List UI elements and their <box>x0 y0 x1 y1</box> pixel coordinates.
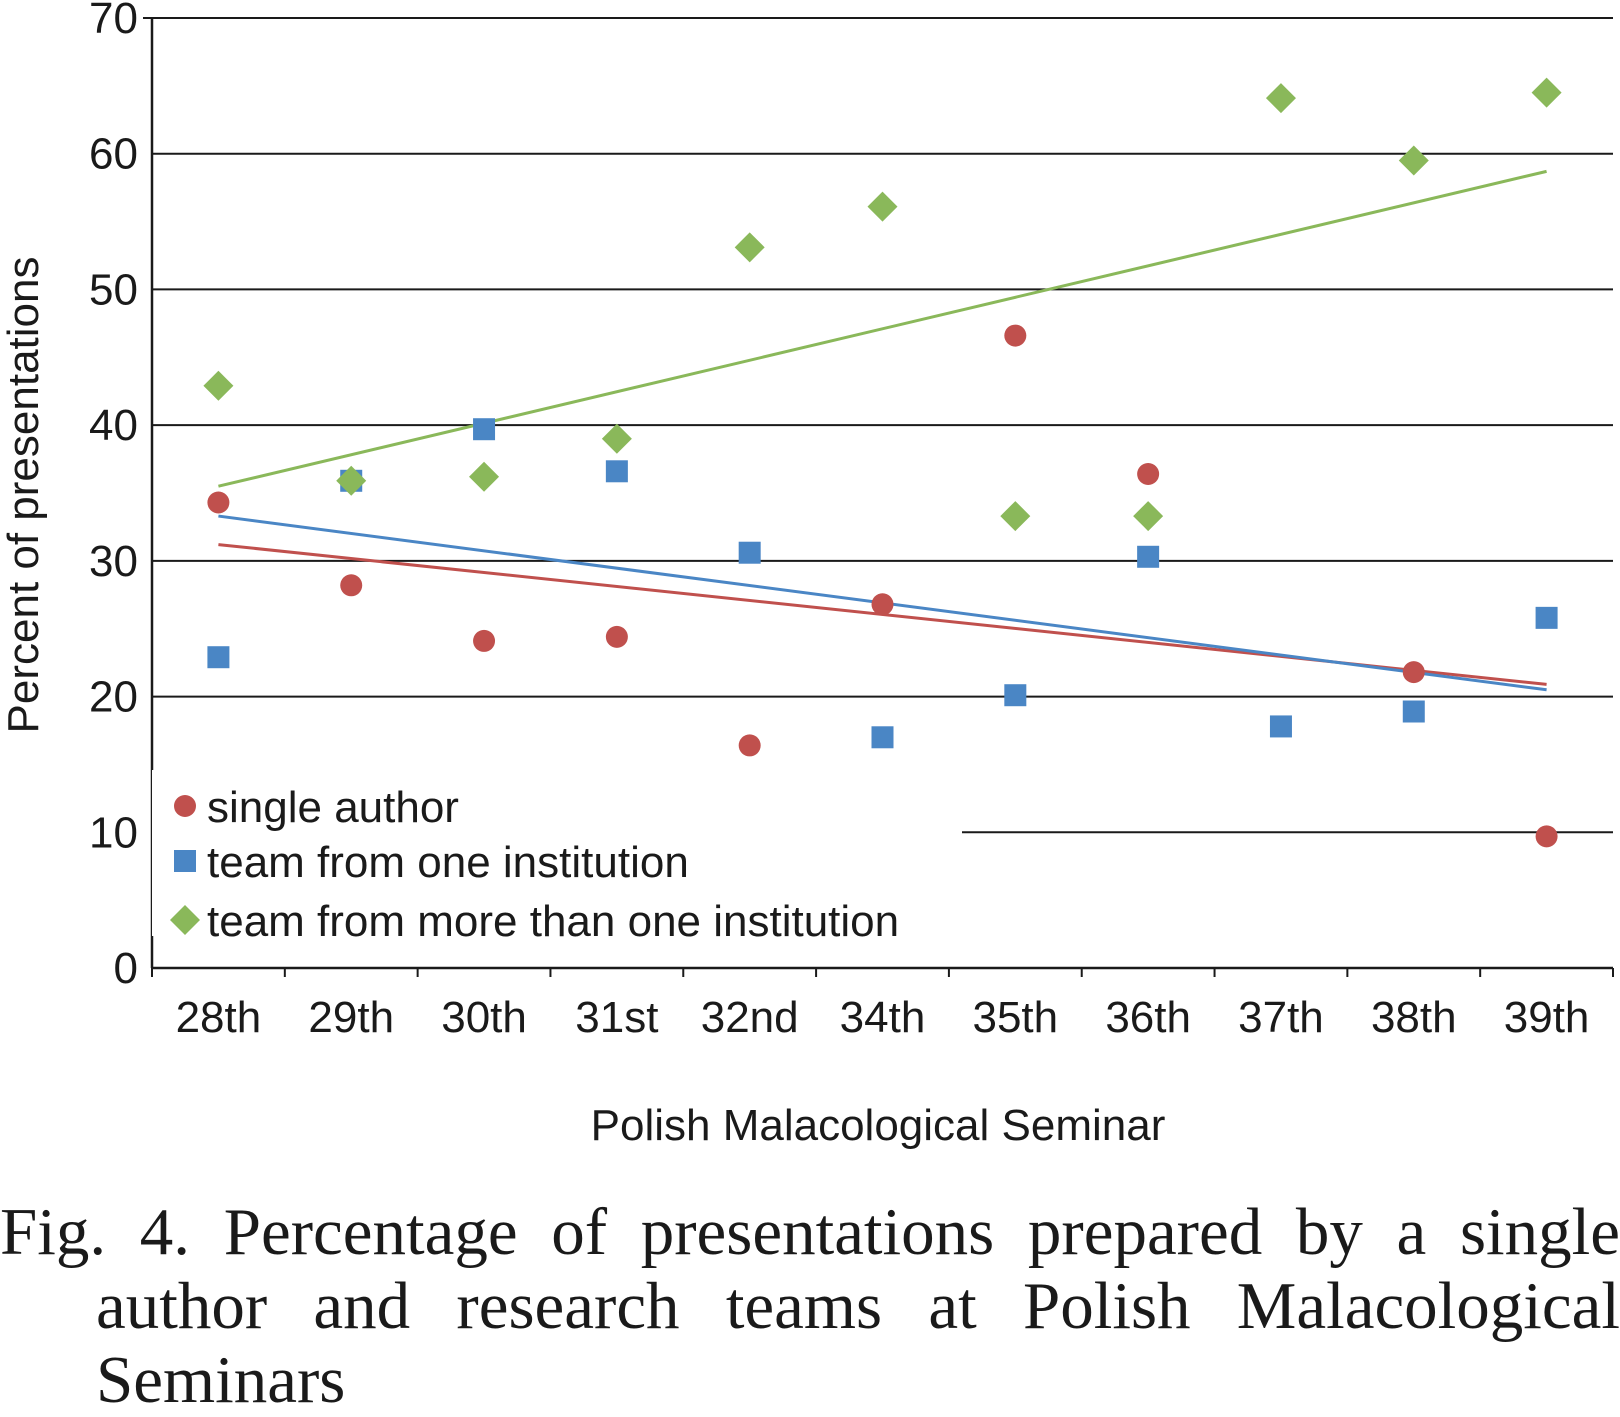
trendline-diamond <box>218 169 1547 488</box>
point-diamond-29th <box>336 465 367 496</box>
y-tick-label-40: 40 <box>89 401 138 450</box>
x-tick-label-29th: 29th <box>308 993 394 1042</box>
point-circle-29th <box>340 574 363 597</box>
point-circle-32nd <box>738 734 761 757</box>
point-circle-38th <box>1402 661 1425 684</box>
x-tick-label-37th: 37th <box>1238 993 1324 1042</box>
y-axis-title: Percent of presentations <box>0 257 48 734</box>
x-tick-label-39th: 39th <box>1504 993 1590 1042</box>
tick-labels: 0 10 20 30 40 50 60 70 28th 29th 30th 31st 32nd 34th 3… <box>89 0 1589 1042</box>
y-tick-label-30: 30 <box>89 537 138 586</box>
point-square-31st <box>605 460 628 483</box>
point-circle-34th <box>871 593 894 616</box>
point-square-39th <box>1535 606 1558 629</box>
legend-label-diamond: team from more than one institution <box>207 897 899 946</box>
legend-marker-diamond <box>170 905 200 935</box>
y-tick-label-60: 60 <box>89 130 138 179</box>
legend-label-square: team from one institution <box>207 838 689 887</box>
legend-background <box>152 770 962 936</box>
point-circle-28th <box>207 491 230 514</box>
point-circle-35th <box>1004 324 1027 347</box>
point-square-38th <box>1402 700 1425 723</box>
point-diamond-34th <box>867 191 898 222</box>
gridlines <box>152 17 1613 834</box>
point-square-35th <box>1004 684 1027 707</box>
figure-caption: Fig. 4. Percentage of presentations prep… <box>0 1195 1620 1417</box>
point-square-37th <box>1269 715 1292 738</box>
point-square-36th <box>1137 545 1160 568</box>
x-axis-title: Polish Malacological Seminar <box>591 1101 1166 1150</box>
chart: 0 10 20 30 40 50 60 70 28th 29th 30th 31st 32nd 34th 3… <box>0 0 1614 1150</box>
legend-label-circle: single author <box>207 783 459 832</box>
legend-marker-square <box>174 850 196 872</box>
point-diamond-31st <box>601 423 632 454</box>
x-tick-label-34th: 34th <box>840 993 926 1042</box>
y-tick-label-20: 20 <box>89 673 138 722</box>
y-tick-label-70: 70 <box>89 0 138 43</box>
y-tick-label-50: 50 <box>89 265 138 314</box>
point-circle-39th <box>1535 825 1558 848</box>
y-tick-label-10: 10 <box>89 808 138 857</box>
data-points <box>203 77 1562 848</box>
x-tick-label-36th: 36th <box>1105 993 1191 1042</box>
point-diamond-36th <box>1133 501 1164 532</box>
point-diamond-28th <box>203 370 234 401</box>
point-square-28th <box>207 646 230 669</box>
point-square-34th <box>871 726 894 749</box>
point-circle-36th <box>1137 463 1160 485</box>
point-diamond-37th <box>1265 83 1296 114</box>
point-circle-31st <box>605 625 628 648</box>
legend: single author team from one institution te… <box>170 783 899 946</box>
point-diamond-39th <box>1531 77 1562 108</box>
caption-line-2: author and research teams at Polish Mala… <box>96 1269 1620 1343</box>
caption-line-1: Fig. 4. Percentage of presentations prep… <box>0 1195 1620 1269</box>
point-diamond-38th <box>1398 145 1429 176</box>
y-tick-label-0: 0 <box>114 944 138 993</box>
caption-line-3: Seminars <box>96 1343 346 1417</box>
x-tick-label-38th: 38th <box>1371 993 1457 1042</box>
point-diamond-32nd <box>734 232 765 263</box>
x-tick-label-32nd: 32nd <box>701 993 799 1042</box>
point-diamond-35th <box>1000 501 1031 532</box>
point-circle-30th <box>473 629 496 652</box>
x-tick-label-28th: 28th <box>176 993 262 1042</box>
point-square-32nd <box>738 541 761 564</box>
point-diamond-30th <box>469 461 500 492</box>
x-tick-label-31st: 31st <box>575 993 658 1042</box>
x-tick-label-35th: 35th <box>972 993 1058 1042</box>
point-square-30th <box>473 418 496 441</box>
x-tick-label-30th: 30th <box>441 993 527 1042</box>
legend-marker-circle <box>174 795 196 817</box>
